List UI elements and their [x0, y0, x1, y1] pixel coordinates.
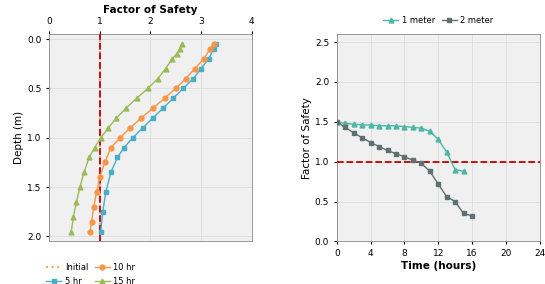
2 meter	[384, 149, 391, 152]
1 meter	[384, 124, 391, 128]
2 meter	[410, 158, 416, 162]
1 meter	[427, 130, 433, 133]
Legend: Initial, 5 hr, 10 hr, 15 hr: Initial, 5 hr, 10 hr, 15 hr	[43, 260, 138, 284]
2 meter	[401, 155, 408, 158]
2 meter	[418, 162, 425, 165]
2 meter	[350, 131, 357, 135]
Line: 2 meter: 2 meter	[335, 119, 474, 218]
1 meter	[452, 168, 458, 171]
Legend: 1 meter, 2 meter: 1 meter, 2 meter	[380, 12, 496, 28]
Y-axis label: Factor of Safety: Factor of Safety	[302, 97, 312, 179]
2 meter	[427, 170, 433, 173]
Y-axis label: Depth (m): Depth (m)	[14, 111, 25, 164]
1 meter	[350, 122, 357, 126]
2 meter	[376, 145, 383, 148]
1 meter	[359, 123, 366, 127]
1 meter	[435, 138, 441, 141]
2 meter	[393, 152, 399, 155]
2 meter	[359, 136, 366, 139]
X-axis label: Time (hours): Time (hours)	[401, 261, 476, 271]
X-axis label: Factor of Safety: Factor of Safety	[103, 5, 198, 15]
1 meter	[376, 124, 383, 128]
1 meter	[461, 170, 467, 173]
1 meter	[418, 126, 425, 130]
2 meter	[461, 212, 467, 215]
1 meter	[342, 122, 349, 125]
1 meter	[410, 126, 416, 129]
1 meter	[334, 120, 340, 124]
1 meter	[444, 151, 450, 154]
2 meter	[342, 126, 349, 129]
2 meter	[452, 200, 458, 203]
1 meter	[401, 125, 408, 128]
Line: 1 meter: 1 meter	[335, 119, 466, 174]
2 meter	[444, 195, 450, 199]
2 meter	[367, 141, 374, 144]
2 meter	[469, 214, 475, 218]
2 meter	[334, 120, 340, 124]
1 meter	[393, 124, 399, 128]
1 meter	[367, 123, 374, 127]
2 meter	[435, 182, 441, 186]
